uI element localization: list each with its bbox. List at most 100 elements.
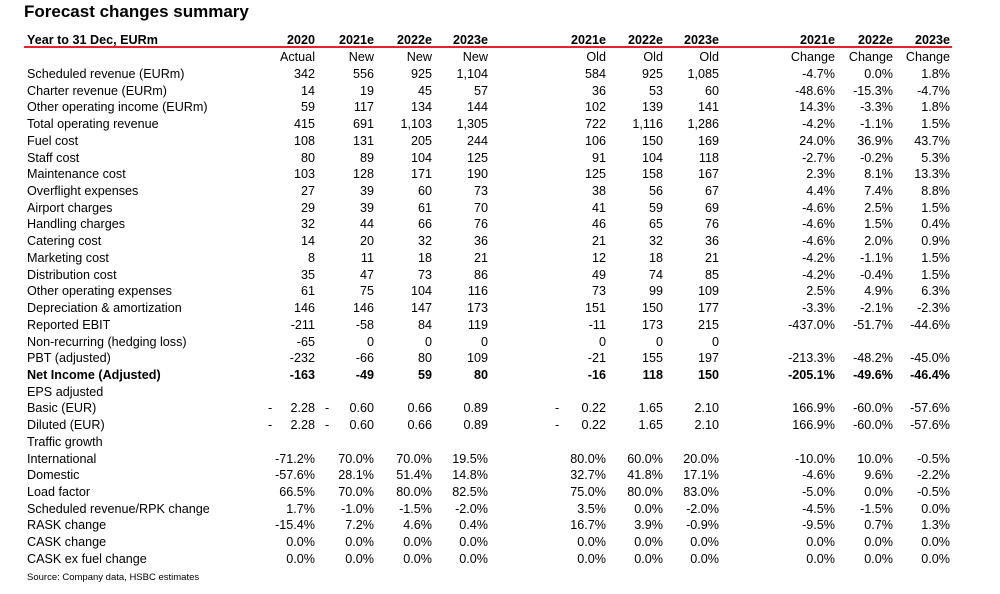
table-cell: 35 [300,267,315,282]
table-cell: 158 [641,167,663,182]
table-cell: 66.5% [279,485,315,499]
table-cell: 1.3% [921,518,950,533]
table-cell: 76 [473,217,488,232]
table-cell: 0.4% [459,518,488,533]
row-label: Maintenance cost [27,167,126,182]
header-year: 2022e [857,33,893,47]
table-cell: 3.9% [634,518,663,533]
header-sub: Change [848,50,893,64]
table-cell: 131 [352,133,374,148]
table-row: Domestic -57.6% 28.1% 51.4% 14.8% 32.7% 41.8% 1… [0,467,1000,484]
table-cell: 128 [352,167,374,182]
row-label: Scheduled revenue/RPK change [27,501,210,516]
table-cell: 12 [591,250,606,265]
table-cell: 0.0% [577,551,606,566]
cell-dash: - [555,401,560,416]
table-cell: 9.6% [864,468,893,483]
row-label: Other operating expenses [27,284,172,299]
table-cell: 1,104 [456,67,488,81]
row-label: Distribution cost [27,267,117,282]
table-cell: 47 [359,267,374,282]
table-cell: 76 [704,217,719,232]
table-cell: 84 [417,317,432,332]
table-cell: -205.1% [788,367,835,382]
table-row: Maintenance cost 103 128 171 190 125 158 167 2.3… [0,166,1000,183]
table-cell: 10.0% [857,451,893,466]
table-cell: 60.0% [627,451,663,466]
table-row: Distribution cost 35 47 73 86 49 74 85 -4.2% -0.4… [0,267,1000,284]
cell-dash: - [325,401,330,416]
table-cell: 141 [697,100,719,115]
table-cell: 53 [648,83,663,98]
table-row: Other operating income (EURm) 59 117 134 144… [0,99,1000,116]
table-cell: 1.5% [921,267,950,282]
table-cell: 28.1% [338,468,374,483]
table-cell: 166.9% [792,401,835,416]
table-cell: 0.0% [864,551,893,566]
row-label: PBT (adjusted) [27,351,111,366]
table-cell: -57.6% [910,401,950,416]
table-cell: 32 [417,234,432,249]
table-cell: 0.9% [921,234,950,249]
table-cell: 0.0% [286,535,315,550]
table-cell: -48.2% [853,351,893,366]
table-cell: 32.7% [570,468,606,483]
table-cell: 69 [704,200,719,215]
table-cell: 0 [480,334,488,349]
table-cell: 144 [466,100,488,115]
table-cell: 0.0% [459,551,488,566]
table-cell: -0.5% [917,451,950,466]
table-cell: -44.6% [910,317,950,332]
table-cell: -2.2% [917,468,950,483]
table-cell: 556 [352,67,374,81]
table-cell: -3.3% [860,100,893,115]
table-cell: 2.0% [864,234,893,249]
table-row: Traffic growth [0,434,1000,451]
table-cell: -4.6% [802,217,835,232]
table-row: Scheduled revenue/RPK change 1.7% -1.0% -1.… [0,501,1000,518]
table-cell: -2.3% [917,301,950,316]
table-row: Charter revenue (EURm) 14 19 45 57 36 53 60 -48.… [0,83,1000,100]
table-cell: 691 [352,117,374,132]
table-cell: 173 [466,301,488,316]
table-cell: 109 [466,351,488,366]
table-cell: 0.66 [407,401,432,416]
table-cell: 0.0% [864,485,893,499]
table-cell: 39 [359,200,374,215]
table-cell: 342 [293,67,315,81]
table-cell: 36.9% [857,133,893,148]
table-cell: -65 [296,334,315,349]
table-cell: 18 [417,250,432,265]
table-cell: -60.0% [853,401,893,416]
table-cell: 104 [410,284,432,299]
table-cell: 0.0% [921,501,950,516]
table-cell: 36 [591,83,606,98]
header-year: 2020 [286,33,315,47]
header-year: 2021e [570,33,606,47]
table-cell: 0 [366,334,374,349]
table-cell: -49.6% [853,367,893,382]
header-year: 2022e [627,33,663,47]
table-cell: 0.0% [864,535,893,550]
table-cell: 14.3% [799,100,835,115]
table-cell: -4.2% [802,250,835,265]
table-cell: 59 [417,367,432,382]
table-cell: 16.7% [570,518,606,533]
table-cell: 38 [591,184,606,199]
page-title: Forecast changes summary [24,2,249,21]
row-label: International [27,451,97,466]
table-cell: 80.0% [570,451,606,466]
row-label: Depreciation & amortization [27,301,182,316]
table-cell: 103 [293,167,315,182]
table-cell: -2.1% [860,301,893,316]
table-cell: 0.0% [286,551,315,566]
row-label: Fuel cost [27,133,79,148]
table-cell: 73 [473,184,488,199]
table-cell: 215 [697,317,719,332]
header-year: 2021e [338,33,374,47]
table-cell: 146 [293,301,315,316]
table-cell: 29 [300,200,315,215]
table-cell: 1.7% [286,501,315,516]
table-cell: 43.7% [914,133,950,148]
table-cell: 173 [641,317,663,332]
